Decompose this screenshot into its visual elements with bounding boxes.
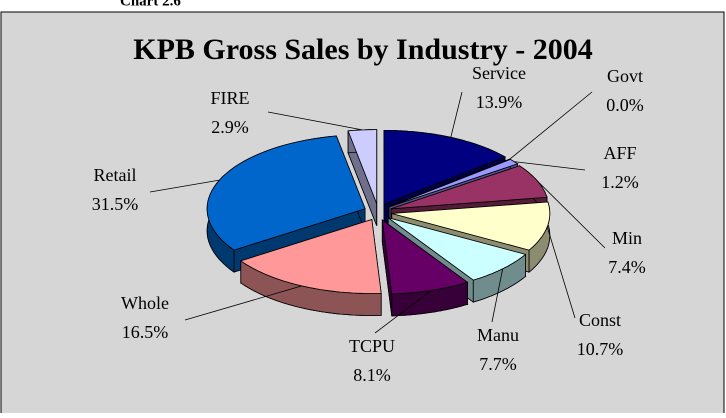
value-label: 7.7% [479,354,517,374]
pie [206,129,551,317]
leader-line [509,91,593,160]
slice-label: Min [612,228,642,248]
slice-label: TCPU [349,336,395,356]
leader-line [149,179,220,193]
value-label: 7.4% [608,257,646,277]
value-label: 0.0% [606,95,644,115]
slice [381,219,469,317]
value-label: 2.9% [211,117,249,137]
leader-line [450,91,463,138]
slice-label: Whole [121,293,169,313]
value-label: 31.5% [92,194,139,214]
value-label: 10.7% [577,339,624,359]
value-label: 8.1% [353,365,391,385]
slice-label: Manu [477,325,519,345]
value-label: 13.9% [476,92,523,112]
leader-line [513,161,586,171]
leader-line [374,290,432,334]
slice-label: FIRE [210,88,249,108]
leader-line [184,285,302,321]
slice-label: Service [472,63,526,83]
chart-title: KPB Gross Sales by Industry - 2004 [133,33,593,66]
slice-label: Retail [94,165,137,185]
leader-line [546,226,576,319]
leader-line [536,180,606,249]
slice-label: Govt [607,66,643,86]
slice [239,218,382,316]
leader-line [267,111,363,131]
leader-line [491,268,504,323]
value-label: 16.5% [122,322,169,342]
value-label: 1.2% [601,172,639,192]
slice-label: Const [579,310,621,330]
caption: Chart 2.6 [120,0,181,9]
slice-label: AFF [603,143,636,163]
